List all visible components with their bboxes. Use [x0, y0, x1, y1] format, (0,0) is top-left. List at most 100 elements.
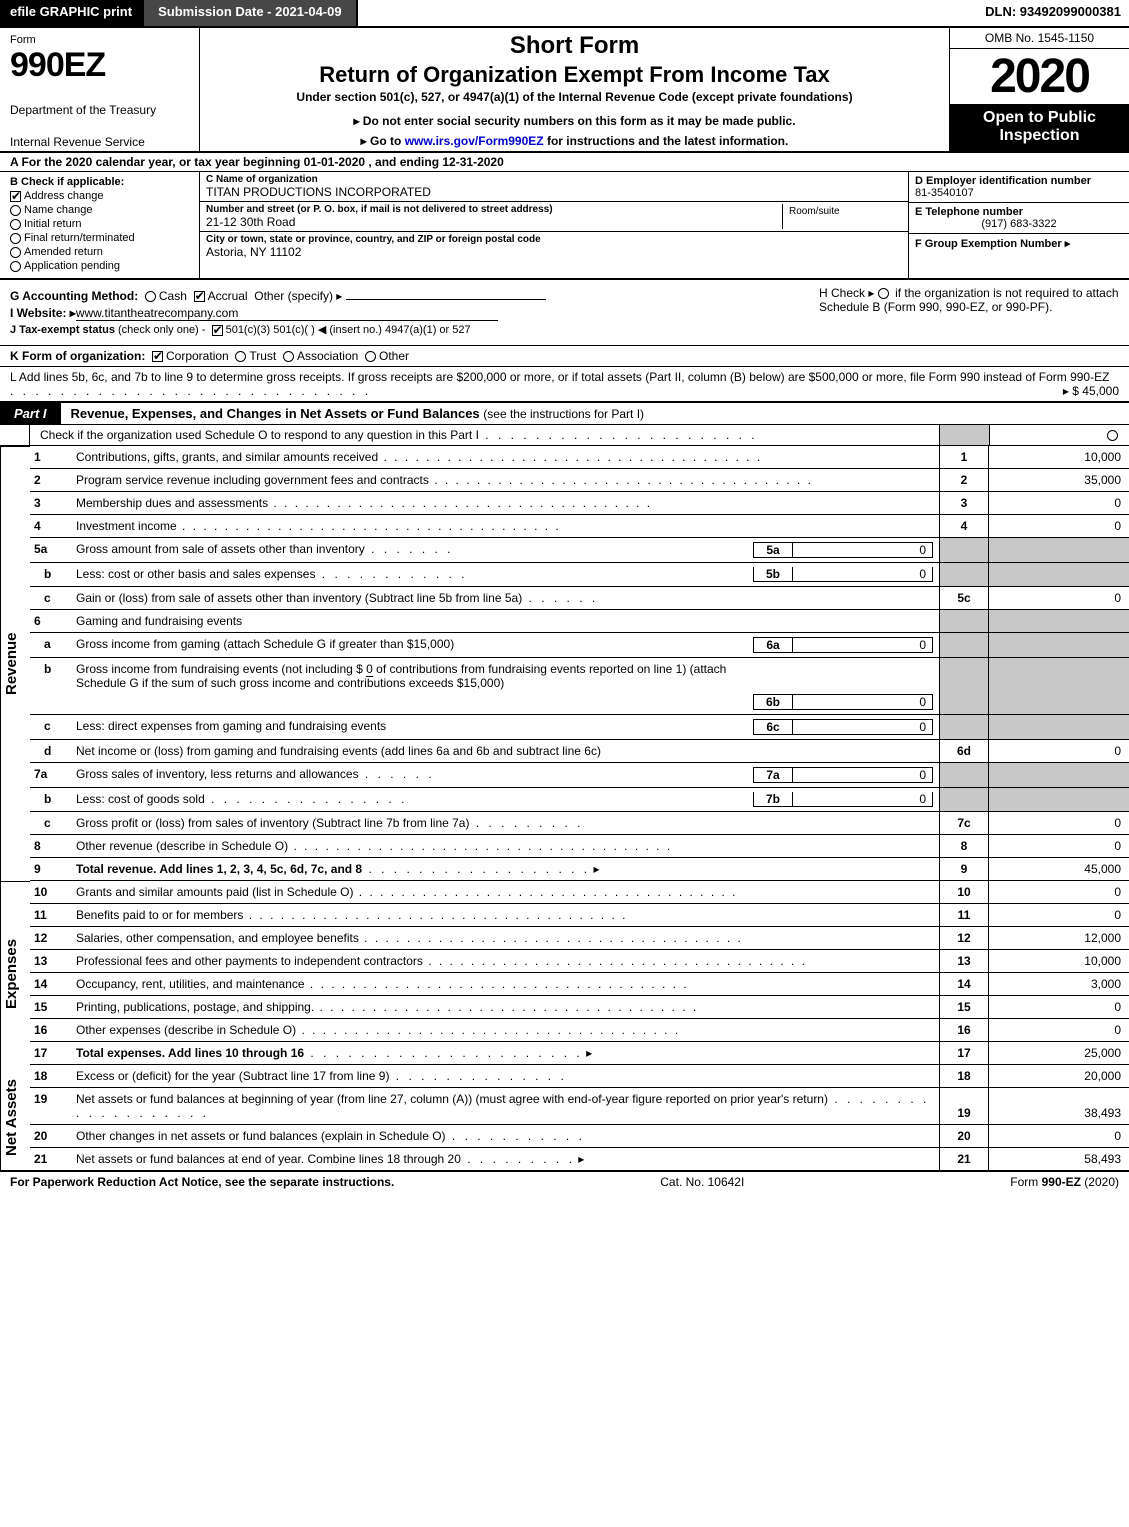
- footer-left: For Paperwork Reduction Act Notice, see …: [10, 1175, 394, 1189]
- sub-amt: 0: [793, 767, 933, 783]
- d-ein-value: 81-3540107: [915, 187, 1123, 199]
- chk-address-change[interactable]: Address change: [10, 190, 193, 202]
- desc-text: Gross profit or (loss) from sales of inv…: [76, 816, 469, 830]
- line-amt: 38,493: [989, 1088, 1129, 1125]
- line-no: 16: [939, 1019, 989, 1042]
- radio-icon[interactable]: [878, 288, 889, 299]
- top-bar: efile GRAPHIC print Submission Date - 20…: [0, 0, 1129, 28]
- line-no: 18: [939, 1065, 989, 1088]
- line-desc: Other expenses (describe in Schedule O): [70, 1019, 939, 1042]
- line-no: 1: [939, 446, 989, 469]
- line-desc-sub: Gross income from fundraising events (no…: [70, 658, 939, 715]
- tax-year: 2020: [950, 49, 1129, 105]
- sub-amt: 0: [793, 694, 933, 710]
- radio-icon[interactable]: [283, 351, 294, 362]
- chk-final-return[interactable]: Final return/terminated: [10, 232, 193, 244]
- e-tel-label: E Telephone number: [915, 206, 1123, 218]
- line-desc: Program service revenue including govern…: [70, 469, 939, 492]
- side-expenses: Expenses: [0, 881, 30, 1065]
- sub-amt: 0: [793, 542, 933, 558]
- radio-icon[interactable]: [365, 351, 376, 362]
- g-accounting: G Accounting Method: Cash Accrual Other …: [10, 289, 799, 303]
- checkbox-icon[interactable]: [212, 325, 223, 336]
- efile-print-button[interactable]: efile GRAPHIC print: [0, 0, 142, 26]
- check-box-cell[interactable]: [989, 425, 1129, 445]
- sub-amt: 0: [793, 792, 933, 807]
- line-desc: Net assets or fund balances at beginning…: [70, 1088, 939, 1125]
- line-no: 8: [939, 835, 989, 858]
- line-no: 15: [939, 996, 989, 1019]
- d-ein-label: D Employer identification number: [915, 175, 1123, 187]
- line-amt: 10,000: [989, 950, 1129, 973]
- l-gross-receipts: L Add lines 5b, 6c, and 7b to line 9 to …: [0, 367, 1129, 403]
- i-url[interactable]: www.titantheatrecompany.com: [76, 306, 499, 321]
- submission-date: Submission Date - 2021-04-09: [142, 0, 358, 26]
- line-amt: 0: [989, 812, 1129, 835]
- line-num: 1: [30, 446, 70, 469]
- line-num: 7a: [30, 763, 70, 788]
- k-other: Other: [379, 349, 409, 363]
- line-amt: 12,000: [989, 927, 1129, 950]
- desc-text: Total revenue. Add lines 1, 2, 3, 4, 5c,…: [76, 862, 362, 876]
- g-cash: Cash: [159, 289, 187, 303]
- checkbox-icon[interactable]: [152, 351, 163, 362]
- line-num: 10: [30, 881, 70, 904]
- chk-amended-return[interactable]: Amended return: [10, 246, 193, 258]
- f-group: F Group Exemption Number ▸: [909, 234, 1129, 278]
- irs-link[interactable]: www.irs.gov/Form990EZ: [405, 134, 544, 148]
- line-amt: 0: [989, 740, 1129, 763]
- k-form-org: K Form of organization: Corporation Trus…: [0, 346, 1129, 367]
- h-text1: H Check ▸: [819, 286, 874, 300]
- radio-icon[interactable]: [235, 351, 246, 362]
- line-num: 17: [30, 1042, 70, 1065]
- section-def: D Employer identification number 81-3540…: [909, 172, 1129, 278]
- dept-irs: Internal Revenue Service: [10, 135, 191, 149]
- l-amount: ▸ $ 45,000: [1063, 384, 1119, 398]
- chk-application-pending[interactable]: Application pending: [10, 260, 193, 272]
- line-desc: Gaming and fundraising events: [70, 610, 939, 633]
- line-num: 19: [30, 1088, 70, 1125]
- g-other-line[interactable]: [346, 299, 546, 300]
- l-text: L Add lines 5b, 6c, and 7b to line 9 to …: [10, 370, 1109, 384]
- goto-suffix: for instructions and the latest informat…: [544, 134, 789, 148]
- chk-label: Address change: [24, 190, 104, 202]
- line-amt: 0: [989, 881, 1129, 904]
- chk-name-change[interactable]: Name change: [10, 204, 193, 216]
- j-label: J Tax-exempt status: [10, 324, 115, 336]
- shade-cell: [989, 538, 1129, 563]
- shade-cell: [989, 763, 1129, 788]
- line-no: 12: [939, 927, 989, 950]
- line-no: 11: [939, 904, 989, 927]
- radio-icon[interactable]: [145, 291, 156, 302]
- section-c: C Name of organization TITAN PRODUCTIONS…: [200, 172, 909, 278]
- line-no: 3: [939, 492, 989, 515]
- line-amt: 10,000: [989, 446, 1129, 469]
- chk-label: Name change: [24, 204, 93, 216]
- line-amt: 0: [989, 587, 1129, 610]
- line-num: 8: [30, 835, 70, 858]
- part-i-check-row: Check if the organization used Schedule …: [0, 425, 1129, 446]
- side-revenue: Revenue: [0, 446, 30, 881]
- chk-label: Application pending: [24, 260, 120, 272]
- line-desc: Membership dues and assessments: [70, 492, 939, 515]
- line-num: 18: [30, 1065, 70, 1088]
- open-inspection: Open to Public Inspection: [950, 105, 1129, 151]
- c-addr-label: Number and street (or P. O. box, if mail…: [206, 204, 782, 215]
- shade-cell: [939, 763, 989, 788]
- line-amt: 0: [989, 515, 1129, 538]
- line-desc-sub: Gross amount from sale of assets other t…: [70, 538, 939, 563]
- part-title: Revenue, Expenses, and Changes in Net As…: [61, 403, 655, 424]
- line-desc: Net income or (loss) from gaming and fun…: [70, 740, 939, 763]
- line-no: 10: [939, 881, 989, 904]
- netasset-rows: 18 Excess or (deficit) for the year (Sub…: [30, 1065, 1129, 1170]
- line-num: d: [30, 740, 70, 763]
- line-no: 17: [939, 1042, 989, 1065]
- radio-icon: [10, 233, 21, 244]
- chk-initial-return[interactable]: Initial return: [10, 218, 193, 230]
- checkbox-icon[interactable]: [194, 291, 205, 302]
- k-assoc: Association: [297, 349, 358, 363]
- shade-cell: [939, 563, 989, 587]
- line-num: c: [30, 812, 70, 835]
- line-no: 13: [939, 950, 989, 973]
- desc-text: Salaries, other compensation, and employ…: [76, 931, 359, 945]
